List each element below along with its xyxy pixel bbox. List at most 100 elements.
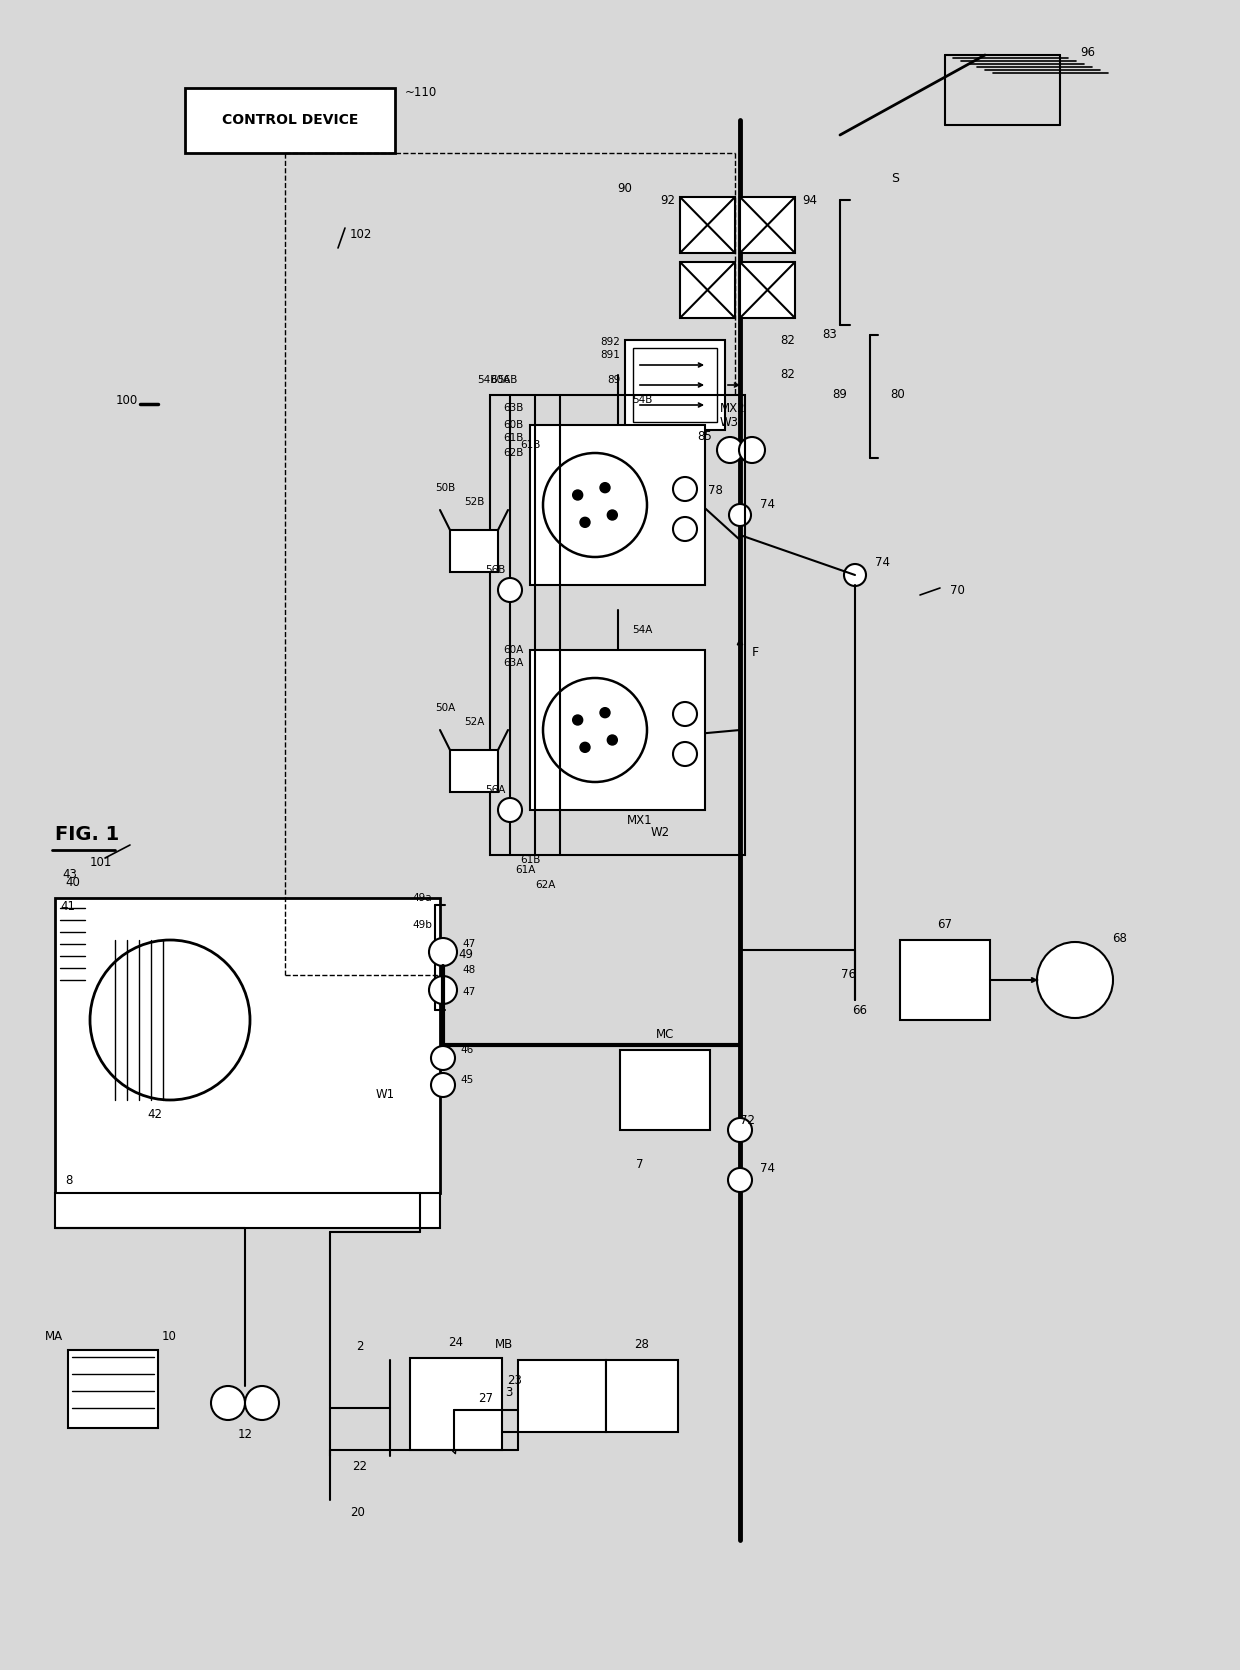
Bar [55, 898, 440, 1192]
Text: 24: 24 [449, 1336, 464, 1349]
Circle shape [608, 509, 618, 519]
Text: 49a: 49a [413, 893, 432, 903]
Text: 54B: 54B [477, 376, 498, 386]
Circle shape [429, 939, 458, 965]
Text: 47: 47 [463, 939, 475, 949]
Circle shape [673, 478, 697, 501]
Bar [490, 396, 745, 855]
Text: 89: 89 [606, 376, 620, 386]
Text: 96: 96 [1080, 45, 1095, 58]
Text: 8: 8 [64, 1174, 72, 1186]
Text: 94: 94 [802, 194, 817, 207]
Bar [68, 1349, 157, 1428]
Circle shape [673, 741, 697, 767]
Text: 27: 27 [479, 1391, 494, 1404]
Text: 52B: 52B [464, 498, 484, 508]
Text: S: S [892, 172, 899, 184]
Bar [529, 424, 706, 584]
Text: W3: W3 [720, 416, 739, 429]
Text: 40: 40 [64, 875, 79, 888]
Text: 61B: 61B [503, 433, 525, 443]
Text: 2: 2 [356, 1339, 363, 1353]
Text: 90: 90 [618, 182, 632, 194]
Circle shape [246, 1386, 279, 1420]
Text: 62A: 62A [534, 880, 556, 890]
Text: 61A: 61A [515, 865, 536, 875]
Circle shape [580, 743, 590, 752]
Circle shape [844, 564, 866, 586]
Text: MA: MA [45, 1329, 63, 1343]
Circle shape [211, 1386, 246, 1420]
Circle shape [543, 678, 647, 782]
Circle shape [543, 453, 647, 558]
Text: 47: 47 [463, 987, 475, 997]
Text: 28: 28 [635, 1338, 650, 1351]
Circle shape [573, 489, 583, 499]
Text: ~110: ~110 [405, 87, 438, 100]
Text: 42: 42 [148, 1109, 162, 1122]
Text: 49b: 49b [412, 920, 432, 930]
Text: 891: 891 [600, 351, 620, 361]
Text: 50B: 50B [435, 483, 455, 493]
Text: 70: 70 [950, 583, 965, 596]
Bar [606, 1359, 678, 1431]
Text: 89: 89 [832, 389, 847, 401]
Text: 49: 49 [458, 949, 472, 962]
Circle shape [432, 1045, 455, 1070]
Text: 67: 67 [937, 919, 952, 932]
Text: 83: 83 [822, 329, 837, 341]
Text: W1: W1 [376, 1089, 394, 1102]
Text: 61B: 61B [520, 439, 541, 449]
Circle shape [739, 438, 765, 463]
Bar [680, 262, 735, 317]
Text: 54B: 54B [632, 396, 653, 406]
Text: 62B: 62B [503, 448, 525, 458]
Text: 23: 23 [507, 1373, 522, 1386]
Text: 63A: 63A [503, 658, 525, 668]
Text: 12: 12 [238, 1428, 253, 1441]
Circle shape [573, 715, 583, 725]
Text: 46: 46 [460, 1045, 474, 1055]
Circle shape [498, 578, 522, 601]
Text: 82: 82 [780, 369, 795, 381]
Bar [900, 940, 990, 1020]
Text: 56B: 56B [497, 376, 518, 386]
Text: 61B: 61B [520, 855, 541, 865]
Text: 100: 100 [115, 394, 138, 406]
Text: W2: W2 [651, 827, 670, 840]
Text: 3: 3 [505, 1386, 512, 1398]
Text: 60A: 60A [490, 376, 510, 386]
Bar [620, 1050, 711, 1131]
Text: 74: 74 [875, 556, 890, 568]
Text: F: F [751, 646, 759, 658]
Text: 60B: 60B [503, 419, 525, 429]
Text: 54A: 54A [632, 625, 653, 635]
Text: MX2: MX2 [720, 401, 745, 414]
Bar [529, 650, 706, 810]
Text: 80: 80 [890, 389, 905, 401]
Text: 43: 43 [62, 868, 77, 882]
Circle shape [717, 438, 743, 463]
Text: 60A: 60A [503, 645, 525, 655]
Circle shape [608, 735, 618, 745]
Bar [740, 197, 795, 252]
Text: 22: 22 [352, 1460, 367, 1473]
Text: FIG. 1: FIG. 1 [55, 825, 119, 845]
Circle shape [673, 701, 697, 726]
Bar [632, 347, 717, 423]
Circle shape [729, 504, 751, 526]
Circle shape [673, 518, 697, 541]
Text: 48: 48 [463, 965, 475, 975]
Text: 52A: 52A [464, 716, 484, 726]
Circle shape [429, 975, 458, 1004]
Text: 78: 78 [708, 484, 723, 496]
Circle shape [728, 1117, 751, 1142]
Circle shape [600, 708, 610, 718]
Text: CONTROL DEVICE: CONTROL DEVICE [222, 114, 358, 127]
Text: 20: 20 [351, 1505, 366, 1518]
Text: 892: 892 [600, 337, 620, 347]
Text: 50A: 50A [435, 703, 455, 713]
Text: 10: 10 [162, 1329, 177, 1343]
Circle shape [432, 1074, 455, 1097]
Circle shape [600, 483, 610, 493]
